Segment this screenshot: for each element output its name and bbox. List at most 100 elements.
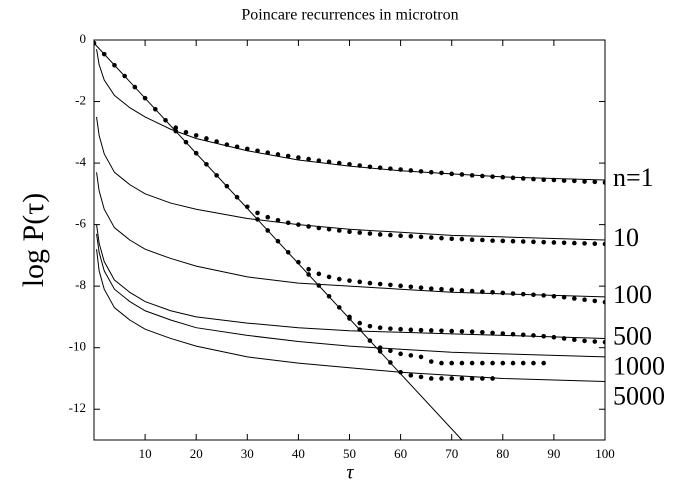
data-point (572, 337, 577, 342)
data-point (336, 228, 342, 233)
data-point (592, 241, 598, 246)
data-point (572, 178, 577, 184)
data-point (306, 266, 311, 272)
data-point (480, 360, 485, 366)
data-point (377, 281, 383, 287)
data-point (255, 210, 260, 216)
x-tick-label: 90 (547, 446, 560, 461)
data-point (388, 282, 393, 288)
data-point (398, 233, 403, 238)
data-point (561, 240, 567, 246)
data-point (531, 239, 536, 245)
data-point (459, 376, 465, 381)
curve (96, 49, 605, 181)
data-point (418, 374, 424, 380)
data-point (439, 328, 444, 334)
data-point (388, 348, 393, 354)
data-point (500, 360, 506, 366)
data-point (265, 214, 271, 220)
series-label: n=1 (613, 163, 654, 192)
x-tick-label: 30 (241, 446, 254, 461)
data-point (418, 354, 424, 360)
y-tick-label: -8 (75, 277, 86, 292)
data-point (296, 155, 301, 160)
data-point (551, 240, 557, 245)
data-point (408, 327, 414, 333)
curve (96, 224, 605, 339)
data-point (347, 278, 352, 283)
data-point (428, 286, 434, 291)
data-point (541, 239, 546, 245)
data-point (480, 237, 485, 243)
data-point (449, 360, 455, 366)
data-point (377, 232, 383, 237)
data-point (602, 180, 605, 185)
data-point (439, 235, 444, 241)
data-point (459, 329, 465, 334)
x-tick-label: 40 (292, 446, 305, 461)
series-label: 1000 (613, 351, 665, 380)
data-point (459, 236, 465, 242)
data-point (510, 360, 516, 366)
data-point (306, 224, 311, 229)
data-point (469, 329, 475, 334)
data-point (285, 153, 291, 159)
data-point (449, 287, 455, 293)
data-point (357, 320, 363, 326)
y-tick-label: -10 (69, 339, 86, 354)
data-point (449, 376, 455, 381)
data-point (408, 373, 414, 378)
curve (96, 249, 605, 383)
data-point (377, 325, 383, 330)
data-point (418, 285, 424, 290)
x-tick-label: 80 (496, 446, 509, 461)
data-point (439, 376, 444, 381)
data-point (418, 169, 424, 174)
data-point (439, 286, 444, 292)
x-tick-label: 60 (394, 446, 407, 461)
data-point (408, 234, 414, 239)
series-label: 500 (613, 321, 652, 350)
data-point (357, 279, 363, 285)
data-point (592, 298, 598, 304)
data-point (408, 353, 414, 358)
data-point (510, 238, 516, 244)
data-point (582, 241, 587, 246)
data-point (367, 323, 373, 329)
data-point (428, 235, 434, 240)
series-label: 10 (613, 223, 639, 252)
data-point (204, 136, 209, 141)
data-point (500, 238, 506, 244)
data-point (602, 241, 605, 247)
y-tick-label: -2 (75, 93, 86, 108)
data-point (449, 236, 455, 242)
data-point (428, 376, 434, 381)
data-point (551, 294, 557, 299)
data-point (500, 331, 506, 336)
data-point (531, 333, 536, 338)
data-point (326, 274, 332, 280)
y-axis-label: log P(τ) (17, 193, 50, 288)
y-tick-label: -4 (75, 154, 86, 169)
x-axis-label: τ (346, 462, 354, 484)
data-point (275, 218, 281, 223)
data-point (367, 280, 373, 286)
data-point (582, 297, 587, 302)
series-label: 5000 (613, 381, 665, 410)
data-point (541, 360, 546, 366)
plot-area (94, 40, 605, 440)
data-point (510, 175, 516, 181)
data-point (428, 359, 434, 364)
data-point (592, 179, 598, 185)
chart-title: Poincare recurrences in microtron (241, 7, 458, 24)
data-point (480, 330, 485, 335)
data-point (520, 360, 526, 366)
data-point (561, 178, 567, 183)
x-tick-label: 10 (139, 446, 152, 461)
data-point (582, 338, 587, 344)
data-point (306, 156, 311, 162)
data-point (459, 360, 465, 366)
data-point (336, 276, 342, 282)
data-point (398, 351, 403, 357)
